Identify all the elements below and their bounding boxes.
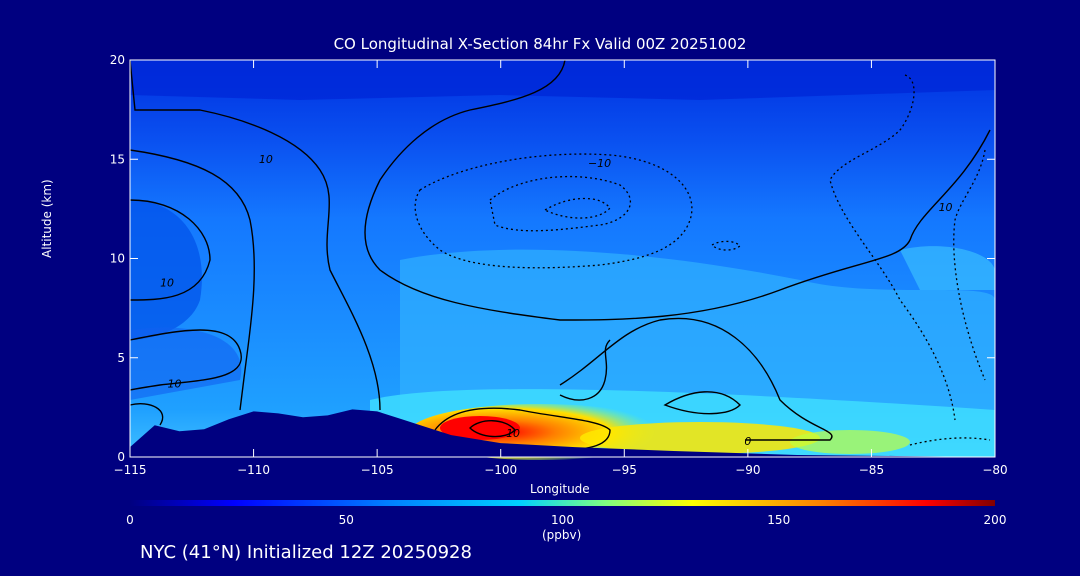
x-tick-label: −85 bbox=[859, 463, 884, 477]
contour-label: −10 bbox=[588, 157, 611, 170]
contour-solid bbox=[559, 339, 611, 401]
co-plume-east bbox=[790, 430, 910, 454]
contour-label: 0 bbox=[744, 435, 751, 448]
contour-solid bbox=[129, 59, 381, 411]
colorbar-tick-label: 100 bbox=[551, 513, 574, 527]
y-axis-ticks: 0 5 10 15 20 bbox=[110, 53, 995, 464]
contour-label: 10 bbox=[259, 153, 273, 166]
colorbar bbox=[130, 500, 995, 506]
x-tick-label: −90 bbox=[735, 463, 760, 477]
contour-labels: 10 10 10 −10 10 10 0 bbox=[160, 153, 953, 448]
contour-solid bbox=[469, 420, 516, 438]
x-axis-ticks: −115 −110 −105 −100 −95 −90 −85 −80 bbox=[114, 60, 1008, 477]
colorbar-tick-label: 0 bbox=[126, 513, 134, 527]
x-tick-label: −105 bbox=[361, 463, 394, 477]
colorbar-tick-label: 150 bbox=[767, 513, 790, 527]
contour-solid bbox=[129, 199, 211, 301]
x-tick-label: −95 bbox=[612, 463, 637, 477]
contour-solid bbox=[559, 317, 833, 441]
left-dark-lobe bbox=[130, 200, 202, 340]
co-plume-yellow bbox=[580, 422, 820, 454]
contour-dashed bbox=[489, 176, 632, 232]
y-tick-label: 15 bbox=[110, 152, 125, 166]
y-tick-label: 10 bbox=[110, 252, 125, 266]
colorbar-unit: (ppbv) bbox=[542, 528, 582, 542]
x-tick-label: −80 bbox=[982, 463, 1007, 477]
colorbar-tick-label: 200 bbox=[984, 513, 1007, 527]
contour-dashed bbox=[909, 437, 991, 446]
contour-solid bbox=[434, 407, 611, 451]
x-axis-label: Longitude bbox=[530, 482, 590, 496]
contour-label: 10 bbox=[167, 378, 181, 391]
colorbar-tick-label: 50 bbox=[339, 513, 354, 527]
upper-dark-band bbox=[130, 60, 995, 100]
contour-dashed bbox=[829, 74, 956, 421]
contour-dashed bbox=[710, 240, 741, 251]
colorbar-ticks: 0 50 100 150 200 bbox=[126, 513, 1006, 527]
contour-lines bbox=[129, 59, 991, 451]
terrain-mask bbox=[130, 409, 995, 457]
contour-label: 10 bbox=[506, 427, 520, 440]
footer-caption: NYC (41°N) Initialized 12Z 20250928 bbox=[140, 542, 472, 563]
x-tick-label: −100 bbox=[484, 463, 517, 477]
contour-solid bbox=[129, 149, 255, 411]
contour-label: 10 bbox=[160, 276, 174, 289]
x-tick-label: −110 bbox=[237, 463, 270, 477]
y-axis-label: Altitude (km) bbox=[40, 179, 54, 258]
contour-solid bbox=[364, 59, 991, 321]
y-tick-label: 5 bbox=[117, 351, 125, 365]
y-tick-label: 0 bbox=[117, 450, 125, 464]
y-tick-label: 20 bbox=[110, 53, 125, 67]
chart-title: CO Longitudinal X-Section 84hr Fx Valid … bbox=[333, 35, 747, 53]
x-tick-label: −115 bbox=[114, 463, 147, 477]
plot-area bbox=[129, 59, 995, 460]
left-dark-lobe-2 bbox=[130, 327, 242, 400]
contour-solid bbox=[129, 403, 164, 426]
contour-dashed bbox=[953, 149, 986, 381]
right-light-patch bbox=[900, 246, 995, 290]
contour-solid bbox=[663, 391, 741, 415]
contour-solid bbox=[129, 329, 242, 391]
contour-label: 10 bbox=[939, 201, 953, 214]
contour-lines-negative bbox=[414, 74, 991, 446]
